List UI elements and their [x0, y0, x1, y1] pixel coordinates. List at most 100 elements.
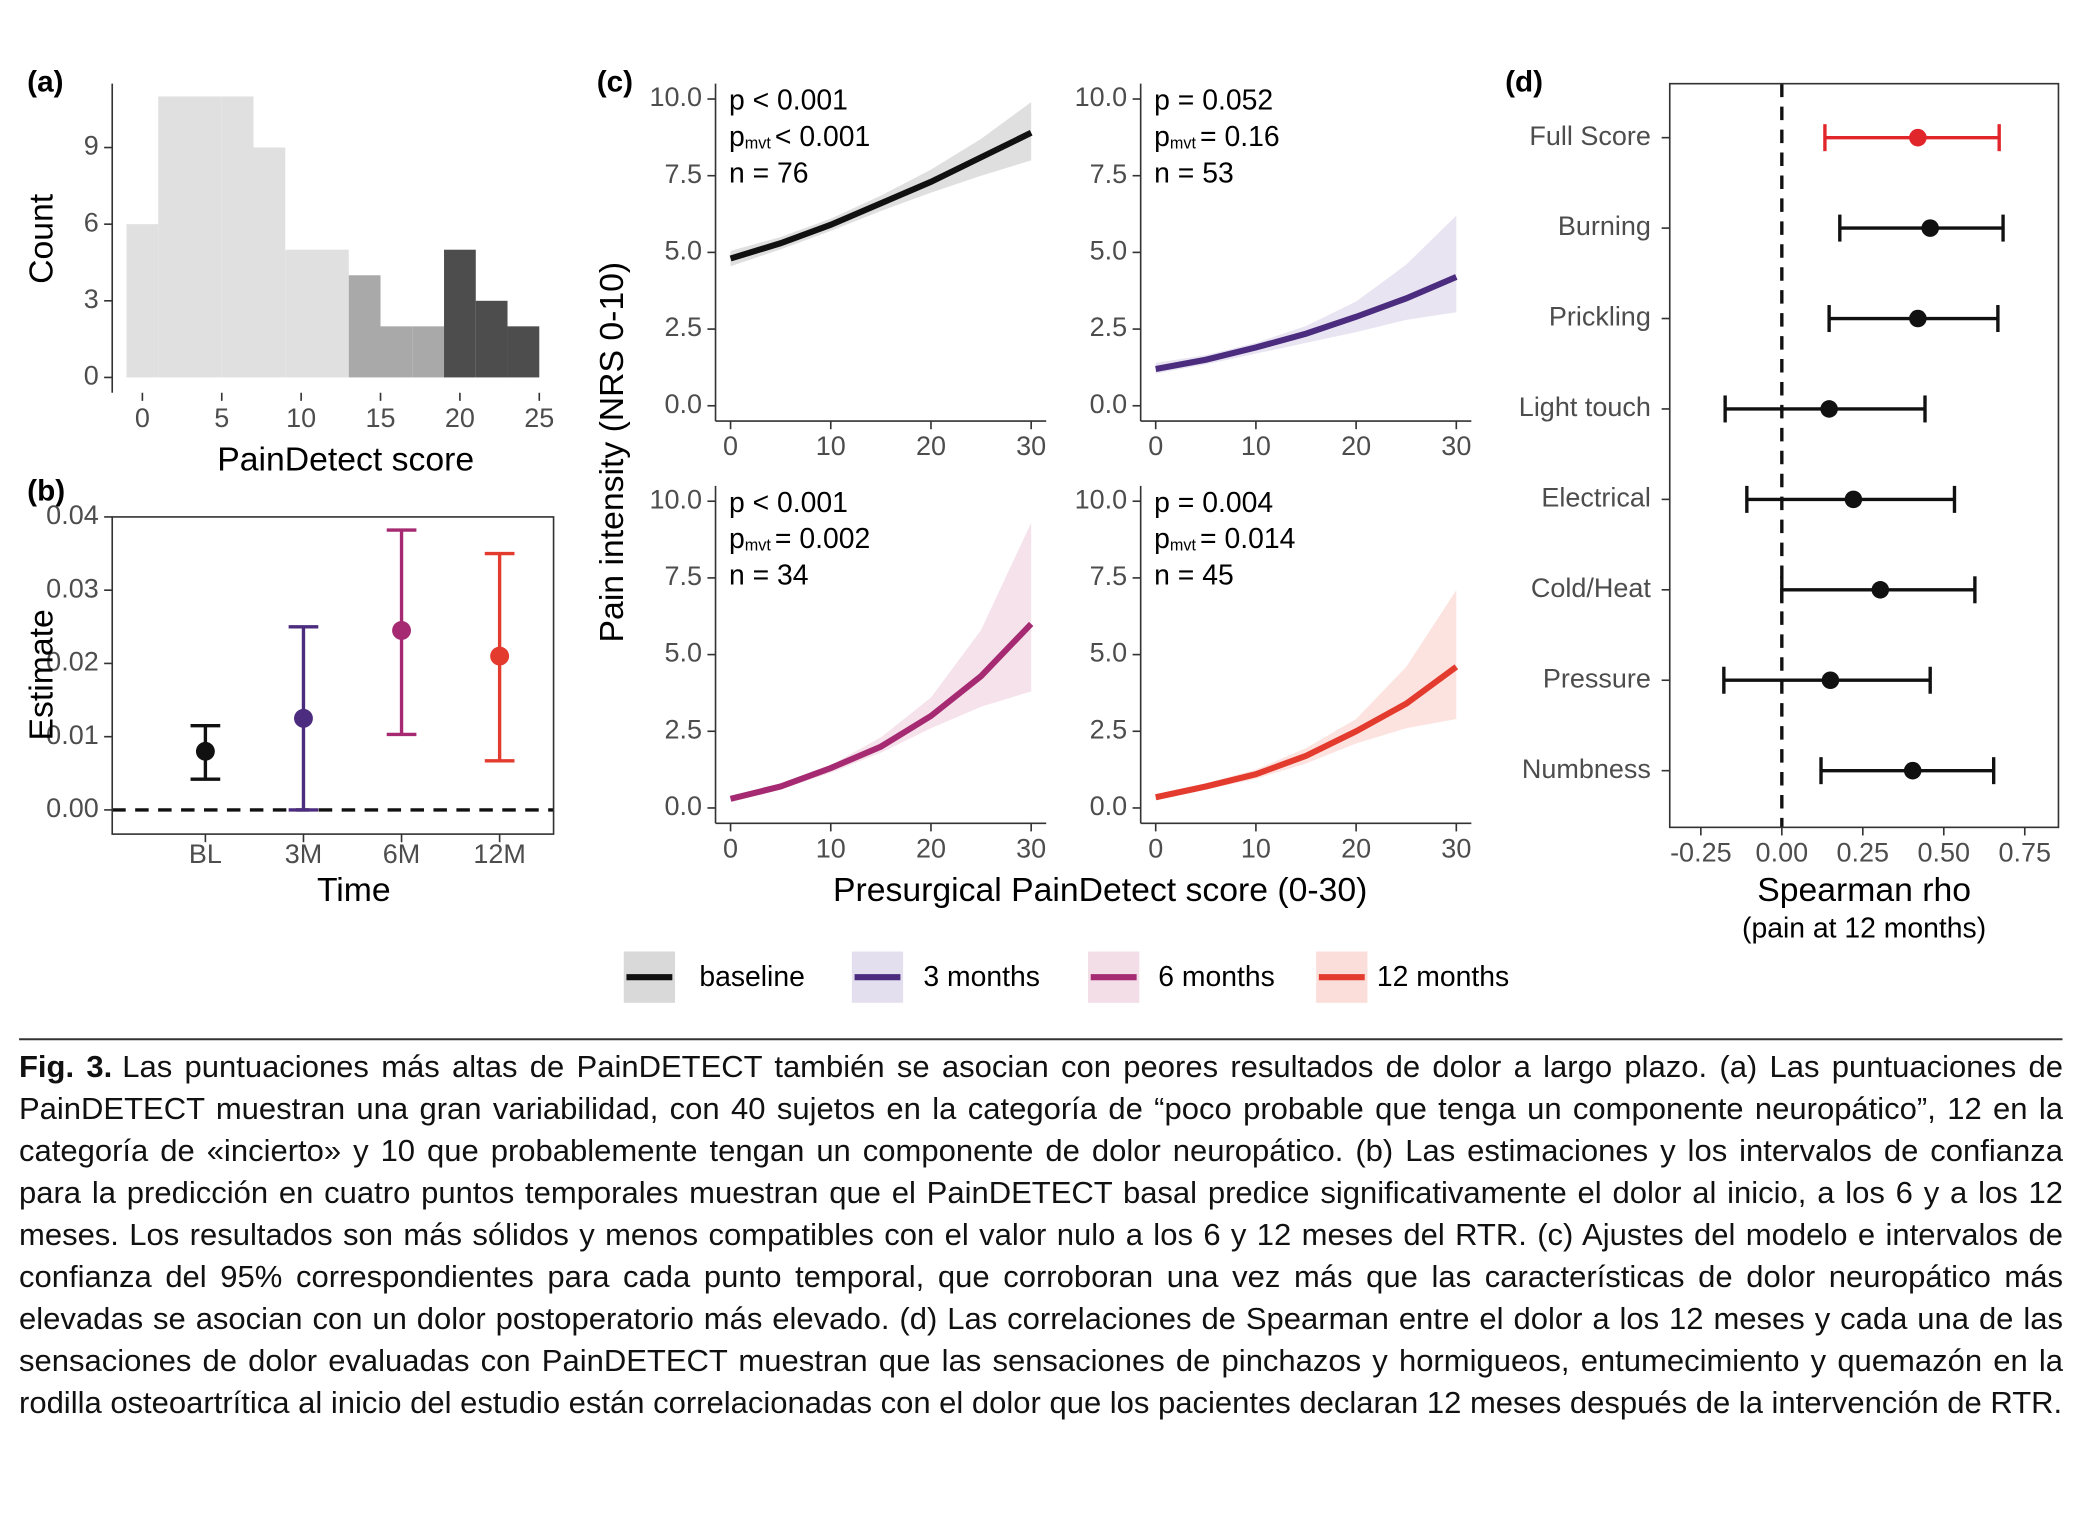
annotation-text: p [729, 524, 745, 556]
annotation: p = 0.004 [1154, 487, 1273, 519]
annotation-text: p [1154, 122, 1170, 154]
x-tick-label: 0 [1148, 833, 1163, 863]
annotation-subscript: mvt [1170, 135, 1197, 153]
y-tick-label: 7.5 [665, 159, 703, 189]
point [1903, 761, 1922, 780]
y-tick-label: 10.0 [650, 484, 703, 514]
x-tick-label: 20 [445, 403, 475, 433]
x-tick-label: BL [189, 839, 222, 869]
y-tick-label: 0 [84, 361, 99, 391]
panel-label: (d) [1505, 66, 1543, 99]
bar [348, 275, 381, 378]
point [490, 646, 510, 666]
y-tick-label: 2.5 [665, 714, 703, 744]
bar [221, 96, 254, 378]
fit-line [729, 130, 1033, 262]
legend-label: 6 months [1158, 961, 1275, 993]
x-tick-label: 0.00 [1756, 837, 1809, 867]
x-axis-title: Spearman rho [1757, 871, 1971, 909]
annotation-text: p [1154, 524, 1170, 556]
x-tick-label: 30 [1016, 431, 1046, 461]
y-tick-label: 5.0 [1090, 236, 1128, 266]
annotation-text: p = 0.004 [1154, 487, 1273, 519]
y-tick-label: 10.0 [1075, 484, 1128, 514]
legend-label: 3 months [923, 961, 1040, 993]
annotation: pmvt < 0.001 [729, 122, 870, 154]
x-tick-label: 10 [1241, 833, 1271, 863]
annotation: pmvt = 0.16 [1154, 122, 1279, 154]
annotation-text: p < 0.001 [729, 85, 848, 117]
y-tick-label: 0.02 [46, 647, 99, 677]
annotation: n = 53 [1154, 158, 1234, 190]
x-tick-label: 5 [214, 403, 229, 433]
y-tick-label: 0.0 [1090, 791, 1128, 821]
y-tick-label: 0.00 [46, 793, 99, 823]
point [294, 708, 313, 728]
annotation: pmvt = 0.014 [1154, 524, 1295, 556]
x-tick-label: 0.75 [1999, 837, 2052, 867]
y-tick-label: 0.03 [46, 573, 99, 603]
bar [285, 249, 318, 378]
y-tick-label: 7.5 [1090, 561, 1128, 591]
x-tick-label: 10 [816, 833, 846, 863]
annotation: n = 45 [1154, 560, 1234, 592]
x-tick-label: 20 [1341, 431, 1371, 461]
annotation: n = 34 [729, 560, 809, 592]
point [1909, 128, 1927, 147]
panel-border [1668, 82, 2060, 829]
point [1909, 309, 1927, 328]
legend-label: 12 months [1377, 961, 1509, 993]
y-tick-label: 5.0 [665, 236, 703, 266]
x-tick-label: 30 [1441, 431, 1471, 461]
y-axis-title: Pain intensity (NRS 0-10) [593, 262, 631, 643]
confidence-band [1155, 215, 1457, 374]
x-tick-label: 3M [285, 839, 323, 869]
bar [126, 224, 159, 378]
y-tick-label: 0.0 [665, 389, 703, 419]
x-tick-label: 30 [1441, 833, 1471, 863]
x-tick-label: 20 [916, 833, 946, 863]
caption-text: Las puntuaciones más altas de PainDETECT… [19, 1049, 2063, 1420]
panel-label: (b) [27, 474, 65, 507]
y-tick-label: 6 [84, 207, 99, 237]
x-tick-label: 25 [524, 403, 554, 433]
x-tick-label: 15 [366, 403, 396, 433]
panel-border [111, 516, 555, 835]
x-tick-label: 10 [816, 431, 846, 461]
annotation-text: < 0.001 [775, 122, 870, 154]
y-tick-label: 0.01 [46, 720, 99, 750]
y-tick-label: Light touch [1519, 392, 1651, 422]
point [1821, 671, 1840, 690]
legend-label: baseline [699, 961, 805, 993]
y-tick-label: 10.0 [1075, 82, 1128, 112]
annotation-text: n = 34 [729, 560, 809, 592]
bar [380, 326, 413, 378]
y-tick-label: 0.04 [46, 500, 99, 530]
y-tick-label: 10.0 [650, 82, 703, 112]
y-tick-label: Prickling [1549, 302, 1651, 332]
fit-line [1155, 274, 1458, 372]
y-tick-label: Electrical [1541, 483, 1650, 513]
x-axis-title: Presurgical PainDetect score (0-30) [833, 871, 1367, 909]
x-tick-label: 0 [723, 431, 738, 461]
y-tick-label: Cold/Heat [1531, 573, 1651, 603]
annotation-text: p < 0.001 [729, 487, 848, 519]
y-tick-label: Burning [1558, 211, 1651, 241]
bar [475, 300, 508, 378]
annotation-text: p = 0.052 [1154, 85, 1273, 117]
chart: (a) 0 3 6 9 0 5 10 15 20 25 Count PainDetect score (b… [19, 66, 2063, 1041]
x-tick-label: 30 [1016, 833, 1046, 863]
annotation-text: n = 53 [1154, 158, 1234, 190]
point [1820, 400, 1838, 418]
annotation: pmvt = 0.002 [729, 524, 870, 556]
bar [412, 326, 445, 378]
annotation-text: = 0.16 [1200, 122, 1280, 154]
annotation-text: p [729, 122, 745, 154]
annotation: p < 0.001 [729, 85, 848, 117]
point [195, 741, 215, 761]
y-tick-label: Pressure [1543, 663, 1651, 693]
caption-label: Fig. 3. [19, 1049, 113, 1084]
point [1844, 490, 1863, 509]
x-axis-title: Time [317, 871, 391, 909]
x-axis-subtitle: (pain at 12 months) [1742, 912, 1986, 944]
